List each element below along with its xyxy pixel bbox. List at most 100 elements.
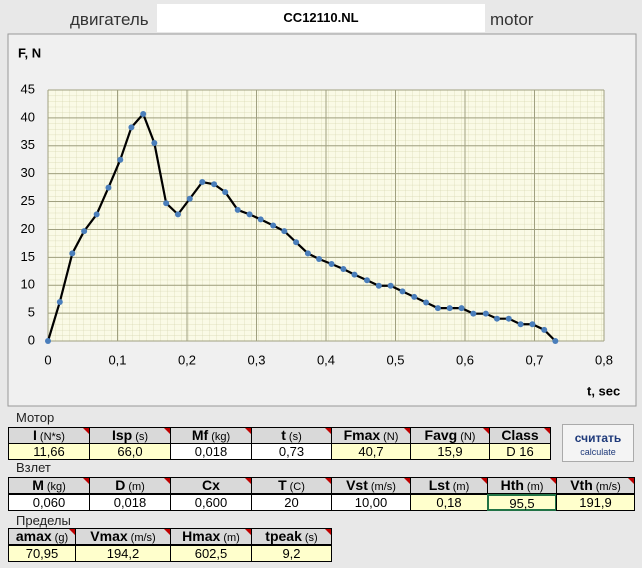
data-point [270,222,277,229]
value-cell[interactable]: 191,9 [556,494,635,511]
unit: (N) [383,431,399,443]
unit: (m/s) [130,532,156,544]
unit: (g) [54,532,69,544]
data-point [234,206,241,213]
x-tick-label: 0,5 [386,352,404,367]
value-cell[interactable]: 40,7 [331,443,411,460]
symbol: Hth [500,477,524,493]
value-cell[interactable]: 10,00 [331,494,411,511]
data-point [505,315,512,322]
data-point [340,266,347,273]
value-cell[interactable]: 0,73 [251,443,332,460]
column-header: Lst (m) [410,477,488,494]
data-point [411,293,418,300]
y-tick-label: 45 [21,81,35,96]
symbol: Isp [111,427,133,443]
data-point [45,338,51,344]
value-cell[interactable]: 0,018 [170,443,252,460]
value-cell[interactable]: 0,600 [170,494,252,511]
value-cell[interactable]: 95,5 [487,494,557,511]
motor-label: motor [490,10,534,29]
data-point [552,338,559,344]
unit: (s) [304,532,318,544]
data-point [387,282,394,289]
value-cell[interactable]: 602,5 [170,545,252,562]
symbol: tpeak [265,528,302,544]
symbol: Cx [202,477,220,493]
x-tick-label: 0 [44,352,51,367]
data-point [316,256,323,263]
value-cell[interactable]: 11,66 [8,443,90,460]
column-header: M (kg) [8,477,90,494]
data-point [375,282,382,289]
data-point [293,239,300,246]
data-point [434,305,441,312]
y-tick-label: 10 [21,277,35,292]
unit: (m) [128,481,145,493]
symbol: amax [15,528,52,544]
value-cell[interactable]: 66,0 [89,443,171,460]
value-cell[interactable]: 0,060 [8,494,90,511]
data-point [281,228,288,235]
column-header: t (s) [251,427,332,444]
data-point [81,228,88,235]
data-point [222,189,229,196]
x-tick-label: 0,6 [456,352,474,367]
y-tick-label: 25 [21,193,35,208]
data-point [446,305,453,312]
column-header: amax (g) [8,528,76,545]
unit: (m) [452,481,470,493]
symbol: Fmax [343,427,381,443]
value-cell[interactable]: 0,18 [410,494,488,511]
value-cell[interactable]: 0,018 [89,494,171,511]
data-point [163,200,170,207]
data-point [93,211,100,218]
column-header: T (C) [251,477,332,494]
value-cell[interactable]: 70,95 [8,545,76,562]
x-tick-label: 0,8 [595,352,613,367]
value-cell[interactable]: 194,2 [75,545,171,562]
symbol: M [32,477,44,493]
calculate-button[interactable]: считать calculate [562,424,634,462]
symbol: D [115,477,126,493]
symbol: t [281,427,286,443]
unit: (kg) [211,431,231,443]
unit: (N*s) [39,431,65,443]
column-header: Hmax (m) [170,528,252,545]
file-field[interactable]: CC12110.NL [157,4,485,32]
y-tick-label: 40 [21,109,35,124]
y-tick-label: 35 [21,137,35,152]
value-cell[interactable]: 9,2 [251,545,332,562]
y-axis-label: F, N [18,45,41,60]
data-point [482,310,489,317]
x-tick-label: 0,4 [317,352,335,367]
data-point [117,156,124,163]
data-point [69,250,76,257]
column-header: tpeak (s) [251,528,332,545]
value-cell[interactable]: D 16 [489,443,551,460]
data-point [399,288,406,295]
data-point [246,211,253,218]
y-tick-label: 20 [21,221,35,236]
column-header: Vst (m/s) [331,477,411,494]
column-header: Isp (s) [89,427,171,444]
data-point [541,326,548,333]
data-point [458,305,465,312]
unit: (kg) [46,481,66,493]
value-cell[interactable]: 15,9 [410,443,490,460]
unit: (m/s) [370,481,396,493]
value-cell[interactable]: 20 [251,494,332,511]
data-point [257,216,264,223]
symbol: I [33,427,37,443]
unit: (m/s) [595,481,621,493]
symbol: Lst [428,477,450,493]
data-point [199,179,206,186]
column-header: Class [489,427,551,444]
column-header: Cx [170,477,252,494]
unit: (C) [289,481,305,493]
symbol: Class [501,427,539,443]
column-header: Vth (m/s) [556,477,635,494]
symbol: T [278,477,287,493]
symbol: Mf [191,427,209,443]
